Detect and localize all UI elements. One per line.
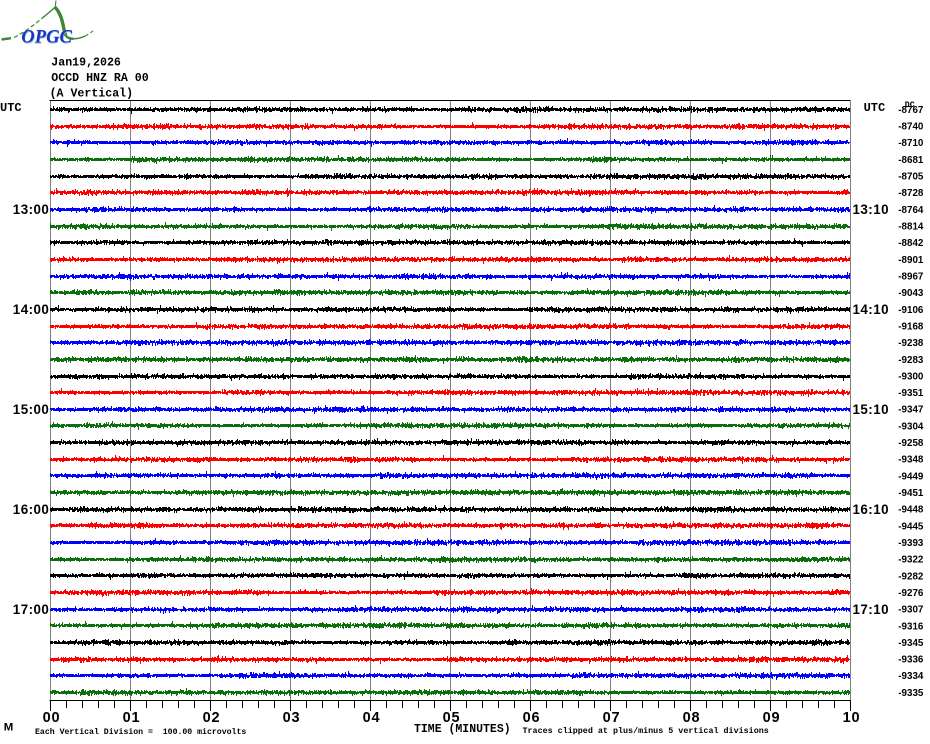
svg-text:07: 07 bbox=[603, 710, 621, 726]
svg-text:-8681: -8681 bbox=[898, 155, 924, 166]
svg-text:-9276: -9276 bbox=[898, 588, 924, 599]
svg-text:-8728: -8728 bbox=[898, 188, 924, 199]
svg-text:OPGC: OPGC bbox=[21, 26, 72, 47]
svg-text:-8710: -8710 bbox=[898, 138, 924, 149]
svg-text:-9258: -9258 bbox=[898, 438, 924, 449]
svg-text:-8814: -8814 bbox=[898, 222, 924, 233]
svg-text:16:10: 16:10 bbox=[853, 502, 890, 517]
svg-text:15:10: 15:10 bbox=[853, 402, 890, 417]
svg-text:06: 06 bbox=[523, 710, 541, 726]
svg-text:03: 03 bbox=[283, 710, 301, 726]
svg-text:15:00: 15:00 bbox=[13, 402, 50, 417]
svg-text:13:10: 13:10 bbox=[853, 202, 890, 217]
svg-text:-9445: -9445 bbox=[898, 521, 924, 532]
svg-text:-9168: -9168 bbox=[898, 321, 924, 332]
svg-text:-8767: -8767 bbox=[898, 105, 924, 116]
svg-text:-8967: -8967 bbox=[898, 272, 924, 283]
svg-text:OCCD HNZ RA 00: OCCD HNZ RA 00 bbox=[51, 72, 148, 85]
svg-text:14:00: 14:00 bbox=[13, 302, 50, 317]
svg-text:-9335: -9335 bbox=[898, 688, 924, 699]
svg-text:UTC: UTC bbox=[864, 101, 886, 115]
svg-text:16:00: 16:00 bbox=[13, 502, 50, 517]
svg-text:00: 00 bbox=[43, 710, 61, 726]
svg-text:UTC: UTC bbox=[0, 101, 22, 115]
svg-text:05: 05 bbox=[443, 710, 461, 726]
svg-text:-9448: -9448 bbox=[898, 505, 924, 516]
svg-text:-9322: -9322 bbox=[898, 555, 924, 566]
svg-text:17:10: 17:10 bbox=[853, 602, 890, 617]
svg-text:-8842: -8842 bbox=[898, 238, 924, 249]
svg-text:OPGC: OPGC bbox=[22, 27, 73, 48]
svg-text:09: 09 bbox=[763, 710, 781, 726]
svg-text:-9449: -9449 bbox=[898, 471, 924, 482]
svg-text:-9283: -9283 bbox=[898, 355, 924, 366]
svg-text:04: 04 bbox=[363, 710, 381, 726]
svg-text:01: 01 bbox=[123, 710, 141, 726]
svg-text:-9336: -9336 bbox=[898, 655, 924, 666]
svg-text:TIME (MINUTES): TIME (MINUTES) bbox=[414, 723, 511, 736]
svg-text:17:00: 17:00 bbox=[13, 602, 50, 617]
svg-text:DC: DC bbox=[905, 101, 915, 110]
svg-text:-8705: -8705 bbox=[898, 172, 924, 183]
svg-text:-8740: -8740 bbox=[898, 122, 924, 133]
svg-text:-9043: -9043 bbox=[898, 288, 924, 299]
svg-text:-9307: -9307 bbox=[898, 605, 924, 616]
svg-text:-9106: -9106 bbox=[898, 305, 924, 316]
svg-text:10: 10 bbox=[843, 710, 861, 726]
svg-text:-9334: -9334 bbox=[898, 671, 924, 682]
svg-text:Each Vertical Division = 100.: Each Vertical Division = 100.00 microvol… bbox=[35, 727, 246, 737]
svg-text:-9345: -9345 bbox=[898, 638, 924, 649]
svg-text:-9351: -9351 bbox=[898, 388, 924, 399]
svg-text:-9393: -9393 bbox=[898, 538, 924, 549]
svg-text:-9347: -9347 bbox=[898, 405, 924, 416]
svg-text:Traces clipped at plus/minus 5: Traces clipped at plus/minus 5 vertical … bbox=[523, 726, 769, 736]
svg-text:-8901: -8901 bbox=[898, 255, 924, 266]
svg-text:-9316: -9316 bbox=[898, 621, 924, 632]
svg-text:M: M bbox=[4, 722, 14, 734]
svg-text:08: 08 bbox=[683, 710, 701, 726]
svg-text:(A Vertical): (A Vertical) bbox=[50, 88, 134, 101]
svg-text:13:00: 13:00 bbox=[13, 202, 50, 217]
svg-text:-9304: -9304 bbox=[898, 421, 924, 432]
svg-text:-9348: -9348 bbox=[898, 455, 924, 466]
svg-text:-9300: -9300 bbox=[898, 371, 924, 382]
svg-text:14:10: 14:10 bbox=[853, 302, 890, 317]
svg-text:Jan19,2026: Jan19,2026 bbox=[51, 56, 121, 69]
svg-text:-9282: -9282 bbox=[898, 571, 924, 582]
svg-text:02: 02 bbox=[203, 710, 221, 726]
svg-text:-9451: -9451 bbox=[898, 488, 924, 499]
svg-text:-8764: -8764 bbox=[898, 205, 924, 216]
svg-text:-9238: -9238 bbox=[898, 338, 924, 349]
